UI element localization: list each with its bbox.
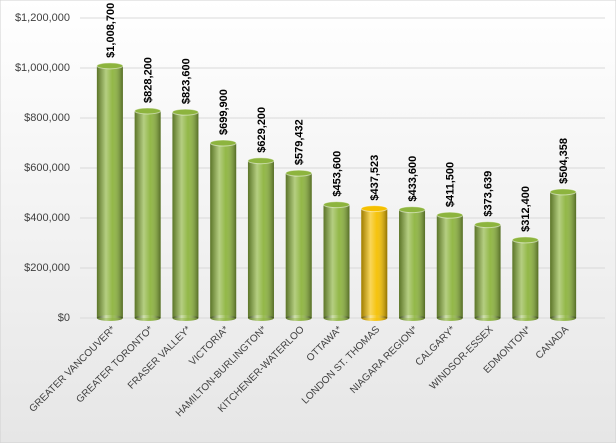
value-label: $828,200: [143, 57, 155, 103]
bar-cap: [323, 201, 350, 209]
bar-cap: [360, 205, 388, 213]
bar-base-shade: [550, 315, 577, 321]
value-label: $411,500: [445, 162, 457, 207]
bar-base-shade: [285, 315, 312, 321]
bar-shade: [436, 215, 463, 318]
y-tick-label: $400,000: [24, 212, 70, 224]
bar-cap: [436, 211, 464, 219]
value-label: $823,600: [180, 58, 192, 104]
value-label: $312,400: [520, 186, 532, 232]
bar-cap: [285, 169, 313, 177]
bar-cap: [511, 236, 539, 244]
bar-shade: [361, 208, 388, 318]
bar-base-shade: [474, 315, 501, 321]
bar-cap: [96, 62, 124, 70]
bar-shade: [399, 209, 426, 318]
bar-shade: [550, 191, 577, 318]
bar-base-shade: [399, 315, 426, 321]
bar-base-shade: [172, 315, 199, 321]
y-tick-label: $600,000: [24, 162, 70, 174]
bar-shade: [247, 160, 274, 318]
bar-base-shade: [512, 315, 539, 321]
bar-base-shade: [134, 315, 161, 321]
bar-base-shade: [436, 315, 463, 321]
y-tick-label: $800,000: [24, 112, 70, 124]
bar-cap: [474, 221, 502, 229]
bar-cap: [209, 139, 237, 147]
bar-shade: [96, 65, 123, 318]
value-label: $433,600: [407, 156, 419, 202]
bar-cap: [171, 108, 199, 116]
y-tick-label: $0: [58, 312, 70, 324]
value-label: $1,008,700: [105, 3, 117, 58]
bar-shade: [474, 224, 501, 318]
bar-cap: [398, 206, 426, 214]
value-label: $373,639: [482, 171, 494, 217]
value-label: $453,600: [331, 151, 343, 197]
value-label: $629,200: [256, 107, 268, 153]
bar-shade: [172, 112, 199, 318]
bar-cap: [247, 157, 275, 165]
bar-shade: [323, 204, 350, 318]
bar-cap: [134, 107, 162, 115]
bar-shade: [210, 143, 237, 318]
bar-base-shade: [361, 315, 388, 321]
bar-shade: [134, 110, 161, 318]
bar-cap: [549, 188, 577, 196]
value-label: $437,523: [369, 155, 381, 201]
value-label: $579,432: [294, 119, 306, 165]
y-tick-label: $1,000,000: [15, 62, 70, 74]
bar-shade: [285, 173, 312, 318]
bar-shade: [512, 239, 539, 318]
bar-base-shade: [323, 315, 350, 321]
y-tick-label: $1,200,000: [15, 12, 70, 24]
bar-base-shade: [210, 315, 237, 321]
bar-base-shade: [247, 315, 274, 321]
value-label: $699,900: [218, 89, 230, 135]
value-label: $504,358: [558, 138, 570, 184]
y-tick-label: $200,000: [24, 262, 70, 274]
bar-base-shade: [96, 315, 123, 321]
